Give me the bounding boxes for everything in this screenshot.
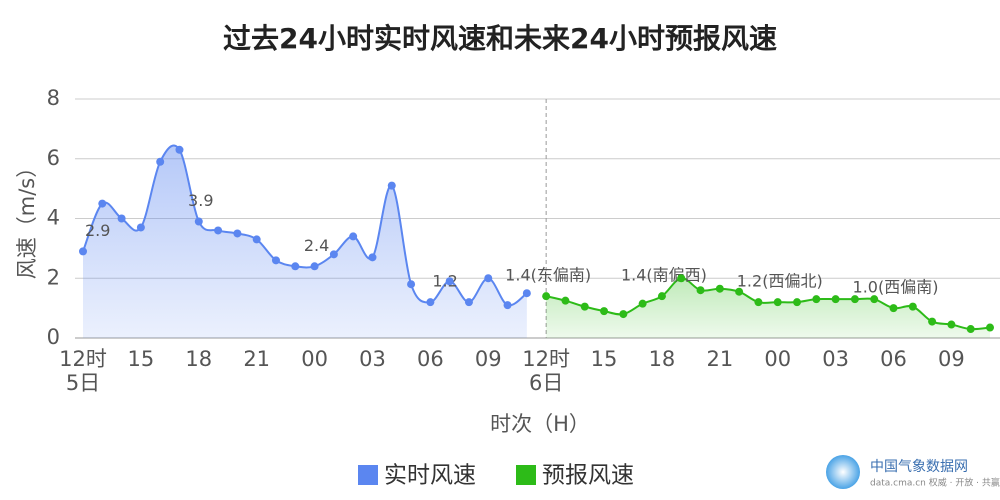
point <box>407 280 416 289</box>
y-tick-label: 0 <box>47 325 60 349</box>
point <box>98 199 107 208</box>
legend-label: 预报风速 <box>542 463 634 489</box>
point <box>368 253 377 262</box>
x-tick-label: 00 <box>301 347 328 371</box>
point <box>889 304 898 313</box>
data-label: 2.9 <box>85 221 110 240</box>
x-tick-label: 03 <box>359 347 386 371</box>
point <box>387 181 396 190</box>
point <box>156 157 165 166</box>
point <box>947 320 956 329</box>
x-tick-label: 21 <box>243 347 270 371</box>
point <box>986 323 994 332</box>
point <box>793 298 802 307</box>
x-tick-label: 06 <box>417 347 444 371</box>
point <box>715 284 724 293</box>
point <box>619 310 628 319</box>
point <box>252 235 261 244</box>
y-tick-label: 2 <box>47 265 60 289</box>
logo: 中国气象数据网 data.cma.cn 权威 · 开放 · 共赢 <box>826 455 1000 489</box>
y-tick-label: 6 <box>47 146 60 170</box>
point <box>754 298 763 307</box>
point <box>812 295 821 304</box>
point <box>136 223 145 232</box>
point <box>426 298 435 307</box>
point <box>291 262 300 271</box>
point <box>850 295 859 304</box>
data-label: 1.4(南偏西) <box>621 266 707 285</box>
legend-swatch <box>516 465 536 485</box>
point <box>580 302 589 311</box>
data-label: 2.4 <box>304 236 329 255</box>
point <box>503 301 512 310</box>
point <box>445 277 454 286</box>
y-tick-label: 8 <box>47 86 60 110</box>
y-tick-label: 4 <box>47 206 60 230</box>
x-tick-label: 09 <box>475 347 502 371</box>
logo-icon <box>826 455 860 489</box>
y-axis-label: 风速（m/s） <box>15 157 39 279</box>
area <box>546 278 990 338</box>
point <box>542 292 551 301</box>
area <box>83 145 527 338</box>
x-tick-label: 18 <box>649 347 676 371</box>
x-tick-label: 18 <box>185 347 212 371</box>
point <box>677 274 686 283</box>
x-tick-label: 21 <box>706 347 733 371</box>
point <box>966 325 975 334</box>
point <box>561 296 570 305</box>
point <box>175 145 184 154</box>
point <box>117 214 126 223</box>
point <box>349 232 358 241</box>
point <box>773 298 782 307</box>
data-label: 1.2 <box>432 272 457 291</box>
point <box>329 250 338 259</box>
x-tick-label: 00 <box>764 347 791 371</box>
data-label: 1.2(西偏北) <box>737 272 823 291</box>
point <box>484 274 493 283</box>
data-label: 1.4(东偏南) <box>505 266 591 285</box>
point <box>657 292 666 301</box>
x-tick-label: 03 <box>822 347 849 371</box>
data-label: 3.9 <box>188 191 213 210</box>
point <box>310 262 319 271</box>
logo-subtext: data.cma.cn 权威 · 开放 · 共赢 <box>870 477 1000 489</box>
point <box>696 286 705 295</box>
point <box>735 287 744 296</box>
x-tick-label: 09 <box>938 347 965 371</box>
point <box>214 226 223 235</box>
x-tick-label: 15 <box>128 347 155 371</box>
x-tick-label: 12时 5日 <box>59 347 107 395</box>
point <box>600 307 609 316</box>
point <box>233 229 242 238</box>
data-label: 1.0(西偏南) <box>853 278 939 297</box>
point <box>870 295 879 304</box>
point <box>638 299 647 308</box>
point <box>79 247 87 256</box>
legend-label: 实时风速 <box>384 463 476 489</box>
x-tick-label: 06 <box>880 347 907 371</box>
point <box>464 298 473 307</box>
point <box>928 317 937 326</box>
x-tick-label: 12时 6日 <box>522 347 570 395</box>
logo-text: 中国气象数据网 <box>870 459 968 475</box>
point <box>831 295 840 304</box>
point <box>522 289 531 298</box>
point <box>908 302 917 311</box>
point <box>194 217 203 226</box>
legend-swatch <box>358 465 378 485</box>
point <box>271 256 280 265</box>
x-axis-label: 时次（H） <box>490 412 590 436</box>
chart-title: 过去24小时实时风速和未来24小时预报风速 <box>223 22 777 55</box>
x-tick-label: 15 <box>591 347 618 371</box>
